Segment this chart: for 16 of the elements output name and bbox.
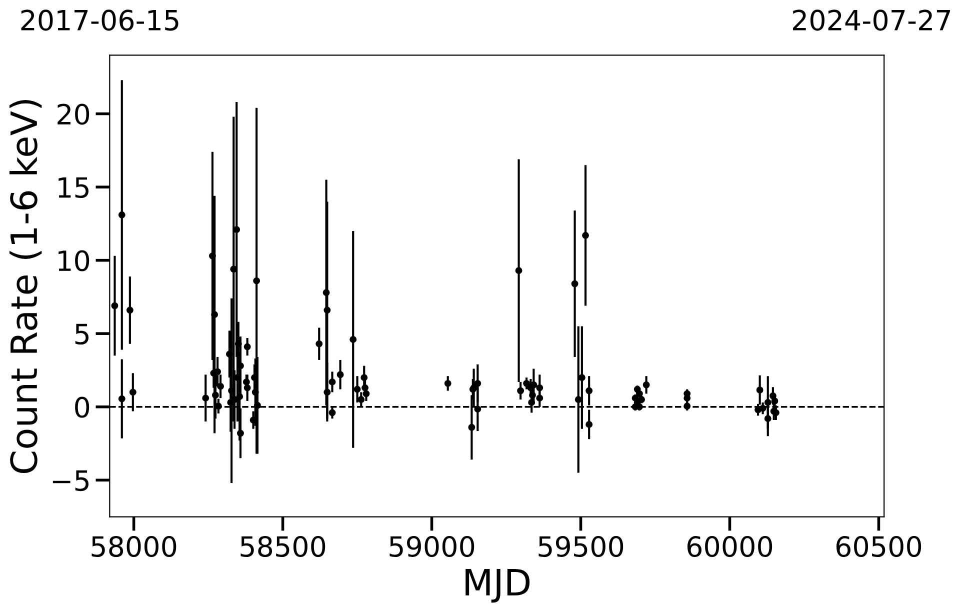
y-tick-label: 15 <box>58 177 88 198</box>
x-tick-label: 58000 <box>92 536 176 558</box>
y-axis-title: Count Rate (1-6 keV) <box>9 100 42 474</box>
x-tick-label: 60500 <box>836 536 922 558</box>
y-tick-label: 10 <box>58 250 90 272</box>
text: 2017-06-15 <box>21 10 178 31</box>
x-tick-label: 59000 <box>390 536 474 558</box>
y-tick-label: −5 <box>52 470 88 492</box>
x-tick-label: 58500 <box>240 536 326 558</box>
y-tick-label: 20 <box>58 104 90 125</box>
x-tick-label: 60000 <box>687 536 772 558</box>
text: 2024-07-27 <box>792 10 950 31</box>
x-tick-label: 59500 <box>538 536 624 558</box>
y-tick-label: 0 <box>75 396 90 418</box>
y-tick-label: 5 <box>75 324 88 345</box>
x-axis-title: MJD <box>466 569 530 603</box>
